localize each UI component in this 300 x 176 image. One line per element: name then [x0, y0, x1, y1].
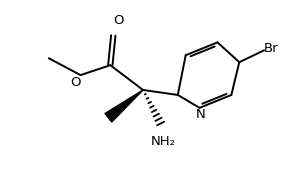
Polygon shape	[105, 90, 143, 122]
Text: N: N	[196, 108, 206, 121]
Text: NH₂: NH₂	[150, 135, 176, 148]
Text: O: O	[113, 14, 124, 27]
Text: O: O	[70, 76, 81, 89]
Text: Br: Br	[264, 42, 278, 55]
